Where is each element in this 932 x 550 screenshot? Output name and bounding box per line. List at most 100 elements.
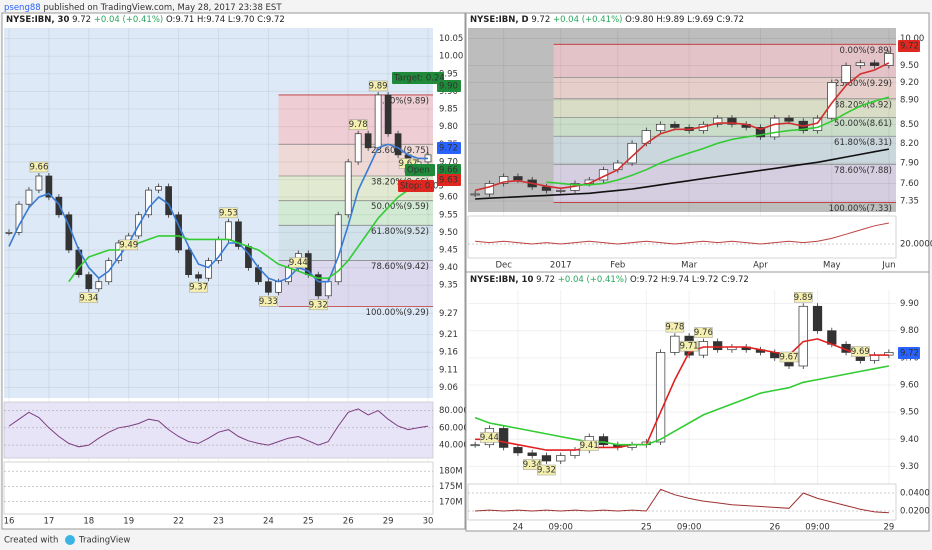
y-tick-label: 9.60 xyxy=(439,193,458,203)
publisher[interactable]: pseng88 xyxy=(4,3,41,13)
candle xyxy=(841,65,851,83)
fib-label: 100.00%(7.33) xyxy=(829,204,892,214)
sub-tick-label: 0.0200 xyxy=(900,507,930,517)
candle xyxy=(798,305,808,367)
price-badge xyxy=(392,72,444,84)
y-tick-label: 8.90 xyxy=(900,96,919,106)
candle xyxy=(670,335,680,353)
y-tick-label: 9.60 xyxy=(900,381,919,391)
indicator-line xyxy=(475,222,889,245)
price-badge xyxy=(437,164,461,176)
note-box xyxy=(580,440,599,451)
x-tick-label: Feb xyxy=(610,261,625,271)
candle xyxy=(827,82,837,119)
x-tick-label: 26 xyxy=(769,523,780,533)
note-box xyxy=(259,296,278,307)
note-box xyxy=(679,340,699,352)
candle xyxy=(812,305,823,332)
x-tick-label: 09:00 xyxy=(548,523,573,533)
note-box xyxy=(694,327,713,338)
price-badge-label: 9.72 xyxy=(900,349,919,359)
candle xyxy=(394,133,402,156)
note-box xyxy=(537,464,556,476)
candle xyxy=(827,330,837,345)
price-badge-label: Target: 0.24 xyxy=(393,74,445,84)
fib-label: 50.00%(8.61) xyxy=(834,119,892,129)
last-price: 9.72 xyxy=(72,15,91,25)
candle xyxy=(364,133,372,149)
price-badge-label: 9.90 xyxy=(439,82,458,92)
price-note: 9.44 xyxy=(480,433,499,443)
note-box xyxy=(665,321,685,333)
brand[interactable]: TradingView xyxy=(78,536,130,546)
candle xyxy=(235,221,242,247)
created-with: Created with xyxy=(4,536,58,546)
y-tick-label: 10.05 xyxy=(439,34,463,44)
y-tick-label: 9.70 xyxy=(439,157,458,167)
last-price: 9.72 xyxy=(531,15,550,25)
x-tick-label: 16 xyxy=(4,517,15,527)
fib-label: 0.00%(9.89) xyxy=(376,96,429,106)
candle xyxy=(598,436,609,446)
last-price: 9.72 xyxy=(536,275,555,285)
fib-zone xyxy=(278,260,433,307)
y-tick-label: 9.45 xyxy=(439,246,458,256)
price-note: 9.89 xyxy=(369,81,388,91)
candle xyxy=(770,117,780,138)
candle xyxy=(165,186,172,216)
candle xyxy=(85,274,93,290)
candle xyxy=(225,221,232,240)
candle xyxy=(884,53,894,66)
candle xyxy=(205,260,212,279)
price-note: 9.67 xyxy=(399,159,418,169)
price-badge xyxy=(437,142,461,154)
price-note: 9.76 xyxy=(694,328,713,338)
price-badge xyxy=(898,347,920,359)
fib-zone xyxy=(553,77,896,99)
ohlc-value: H:9.74 xyxy=(197,15,225,25)
indicator-line xyxy=(8,143,428,283)
y-tick-label: 9.30 xyxy=(900,462,919,472)
x-tick-label: Mar xyxy=(681,261,698,271)
sub-tick-label: 20.0000 xyxy=(900,240,932,250)
x-tick-label: 17 xyxy=(43,517,54,527)
x-tick-label: 19 xyxy=(123,517,134,527)
price-note: 9.33 xyxy=(259,297,278,307)
candle xyxy=(755,127,766,138)
price-change: +0.04 (+0.41%) xyxy=(553,15,623,25)
candle xyxy=(25,189,33,205)
x-tick-label: Apr xyxy=(753,261,768,271)
candle xyxy=(344,161,352,216)
candle xyxy=(869,62,880,66)
y-tick-label: 7.35 xyxy=(900,197,919,207)
fib-label: 61.80%(9.52) xyxy=(371,227,429,237)
price-note: 9.34 xyxy=(523,460,542,470)
price-note: 9.78 xyxy=(349,120,368,130)
price-badge xyxy=(437,174,461,186)
note-box xyxy=(522,459,542,470)
y-tick-label: 9.11 xyxy=(439,365,458,375)
sub-tick-label: 40.0000 xyxy=(439,441,474,451)
price-note: 9.44 xyxy=(289,258,308,268)
candle xyxy=(265,281,272,293)
y-tick-label: 9.95 xyxy=(439,69,458,79)
price-note: 9.78 xyxy=(665,323,684,333)
indicator-line xyxy=(475,148,890,200)
fib-zone xyxy=(553,44,896,78)
y-tick-label: 9.90 xyxy=(900,299,919,309)
y-tick-label: 9.20 xyxy=(900,78,919,88)
note-box xyxy=(794,292,813,303)
price-change: +0.04 (+0.41%) xyxy=(94,15,164,25)
price-note: 9.53 xyxy=(219,208,238,218)
y-tick-label: 8.50 xyxy=(900,120,919,130)
price-note: 9.69 xyxy=(851,347,870,357)
symbol-header: NYSE:IBN, 30 9.72 +0.04 (+0.41%) O:9.71 … xyxy=(6,15,285,25)
candle xyxy=(155,186,162,191)
price-badge xyxy=(898,40,920,52)
y-tick-label: 9.35 xyxy=(439,281,458,291)
candle xyxy=(324,281,332,297)
y-tick-label: 9.21 xyxy=(439,330,458,340)
note-box xyxy=(29,161,49,173)
x-tick-label: May xyxy=(823,261,841,271)
candle xyxy=(855,62,865,66)
